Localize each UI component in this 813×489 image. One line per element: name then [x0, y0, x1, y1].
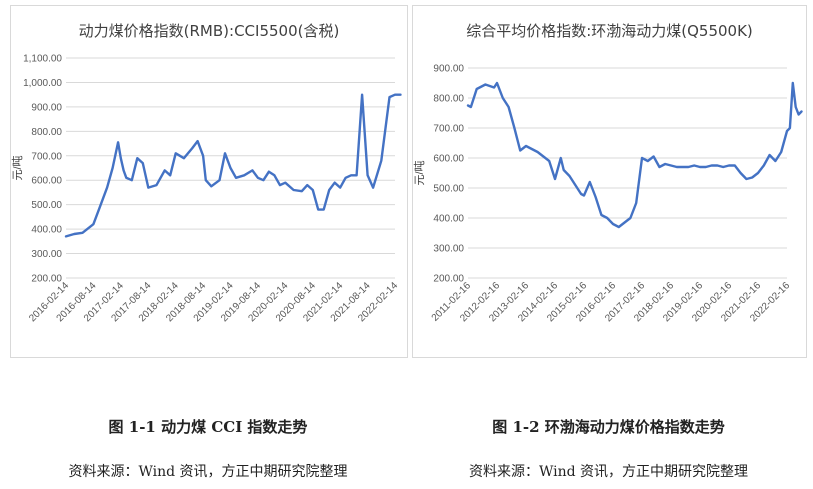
bohai-chart-title: 综合平均价格指数:环渤海动力煤(Q5500K) [466, 22, 753, 40]
cci-y-tick-label: 700.00 [31, 151, 62, 162]
cci-y-tick-label: 600.00 [31, 176, 62, 187]
cci-y-tick-label: 900.00 [31, 102, 62, 113]
cci-y-axis-label: 元/吨 [11, 155, 24, 180]
cci-y-tick-label: 400.00 [31, 225, 62, 236]
figure-caption-2: 图 1-2 环渤海动力煤价格指数走势 [492, 418, 725, 436]
bohai-chart-svg: 综合平均价格指数:环渤海动力煤(Q5500K) 200.00 300.00 400.0… [413, 22, 803, 324]
cci-y-tick-label: 1,000.00 [23, 78, 62, 89]
bohai-y-tick-label: 600.00 [433, 154, 464, 165]
bohai-y-tick-label: 800.00 [433, 94, 464, 105]
chart-panel-cci: 动力煤价格指数(RMB):CCI5500(含税) 200.00 300.00 400.… [10, 5, 408, 358]
bohai-y-tick-label: 900.00 [433, 64, 464, 75]
cci-chart-title: 动力煤价格指数(RMB):CCI5500(含税) [79, 22, 340, 40]
bohai-y-tick-label: 300.00 [433, 244, 464, 255]
bohai-y-tick-label: 200.00 [433, 274, 464, 285]
cci-y-tick-label: 500.00 [31, 200, 62, 211]
source-note-1: 资料来源：Wind 资讯，方正中期研究院整理 [68, 464, 348, 480]
cci-series-line [64, 93, 402, 238]
bohai-y-tick-label: 700.00 [433, 124, 464, 135]
chart-panel-bohai: 综合平均价格指数:环渤海动力煤(Q5500K) 200.00 300.00 400.0… [412, 5, 807, 358]
cci-y-tick-label: 300.00 [31, 249, 62, 260]
cci-y-tick-label: 800.00 [31, 127, 62, 138]
bohai-y-axis-label: 元/吨 [413, 160, 426, 185]
bohai-y-tick-label: 500.00 [433, 184, 464, 195]
cci-y-tick-label: 200.00 [31, 274, 62, 285]
source-note-2: 资料来源：Wind 资讯，方正中期研究院整理 [468, 464, 749, 480]
cci-y-tick-label: 1,100.00 [23, 54, 62, 65]
bohai-series-line [466, 81, 803, 229]
bohai-y-tick-label: 400.00 [433, 214, 464, 225]
cci-chart-svg: 动力煤价格指数(RMB):CCI5500(含税) 200.00 300.00 400.… [11, 22, 402, 324]
figure-caption-1: 图 1-1 动力煤 CCI 指数走势 [108, 418, 308, 436]
